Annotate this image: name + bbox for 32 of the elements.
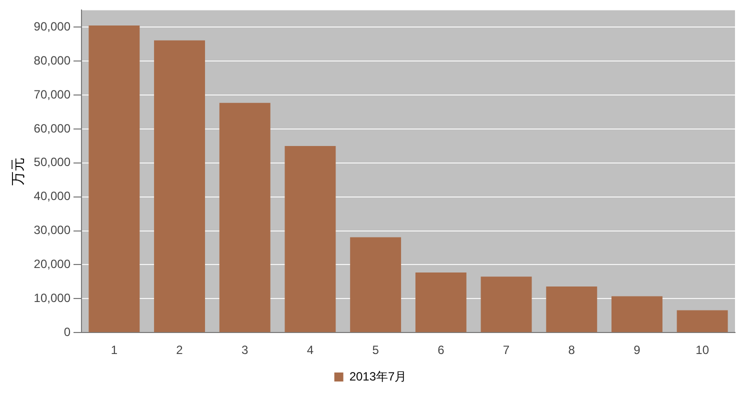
y-tick-label: 70,000 bbox=[34, 87, 71, 102]
y-tick-label: 50,000 bbox=[34, 155, 71, 170]
x-tick-label: 4 bbox=[306, 343, 314, 358]
y-tick-label: 90,000 bbox=[34, 19, 71, 34]
y-tick-label: 30,000 bbox=[34, 223, 71, 238]
bar bbox=[415, 272, 466, 332]
x-tick-label: 8 bbox=[568, 343, 576, 358]
x-tick-label: 10 bbox=[696, 343, 710, 358]
legend-label: 2013年7月 bbox=[349, 369, 407, 384]
bar bbox=[676, 310, 728, 332]
x-tick-label: 7 bbox=[502, 343, 510, 358]
x-tick-label: 1 bbox=[110, 343, 118, 358]
y-tick-label: 0 bbox=[64, 324, 71, 339]
bar bbox=[154, 40, 206, 332]
y-tick-label: 10,000 bbox=[34, 290, 71, 305]
x-tick-label: 6 bbox=[438, 343, 445, 358]
bar bbox=[88, 25, 140, 332]
y-tick-label: 80,000 bbox=[34, 53, 71, 68]
y-tick-label: 20,000 bbox=[34, 257, 71, 272]
x-tick-label: 5 bbox=[372, 343, 380, 358]
x-tick-label: 9 bbox=[634, 343, 641, 358]
x-tick-label: 3 bbox=[242, 343, 249, 358]
y-tick-label: 40,000 bbox=[34, 189, 71, 204]
bar bbox=[284, 146, 336, 332]
bar bbox=[219, 102, 270, 332]
bar bbox=[350, 237, 402, 332]
bar bbox=[611, 296, 662, 332]
x-tick-label: 2 bbox=[176, 343, 184, 358]
y-axis-title: 万元 bbox=[9, 157, 26, 186]
y-tick-label: 60,000 bbox=[34, 121, 71, 136]
bar bbox=[546, 286, 598, 332]
bar bbox=[480, 276, 532, 332]
